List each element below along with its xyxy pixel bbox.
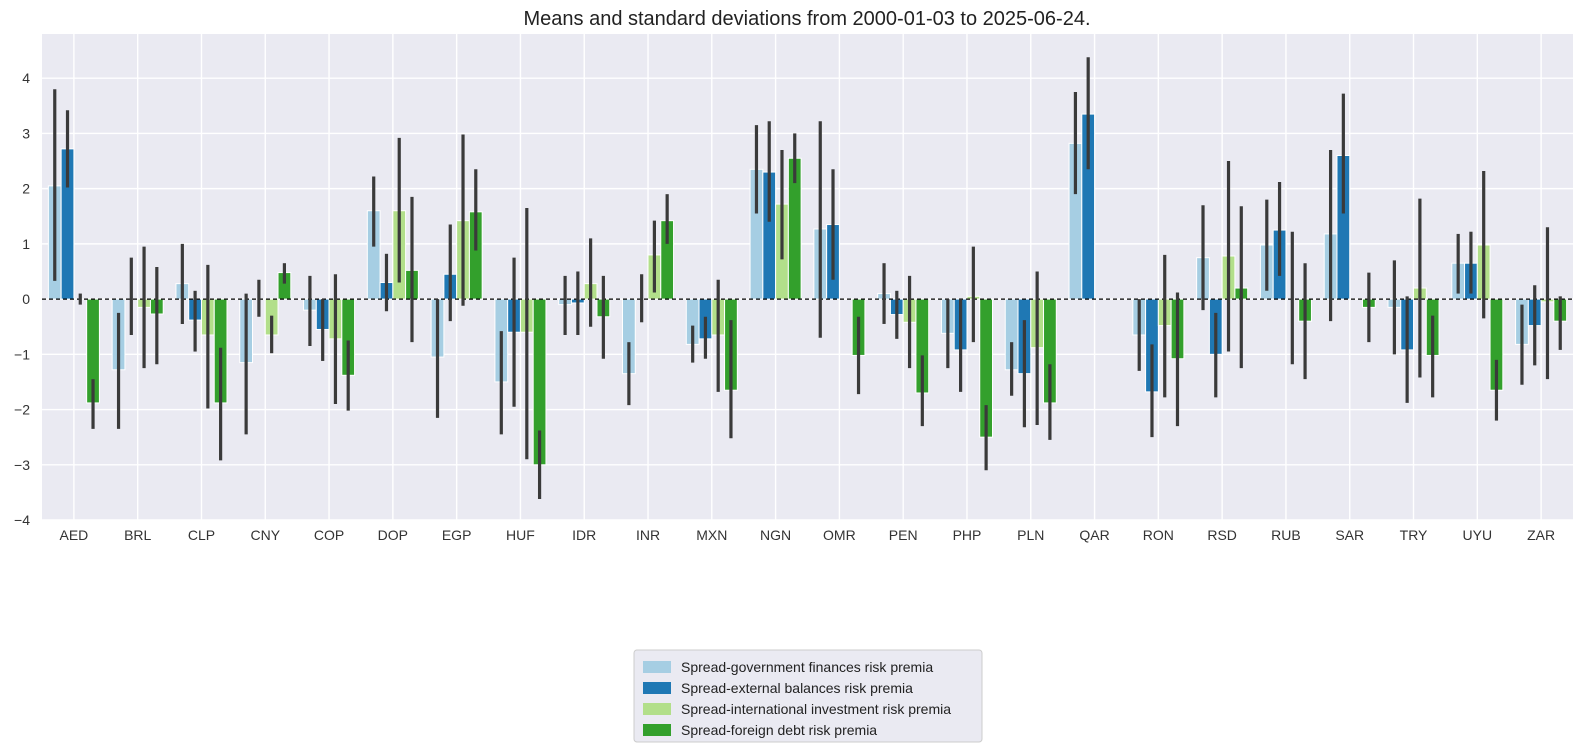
plot-background [42,34,1573,520]
y-tick-label: −1 [14,346,30,362]
y-tick-label: 1 [22,236,30,252]
tick-labels: −4 −3 −2 −1 0 1 2 3 4 AED BRL CLP CNY COP DOP EGP HUF IDR… [14,70,1555,543]
error-bars-layer [53,57,1562,500]
x-tick-label: UYU [1463,527,1493,543]
x-tick-label: SAR [1335,527,1364,543]
x-tick-label: RON [1143,527,1174,543]
legend: Spread-government finances risk premia Sp… [633,649,983,743]
x-tick-label: AED [59,527,88,543]
x-tick-label: PEN [889,527,918,543]
x-tick-label: PLN [1017,527,1044,543]
x-tick-label: MXN [696,527,727,543]
y-tick-label: −4 [14,512,30,528]
legend-label: Spread-international investment risk pre… [681,701,951,717]
legend-label: Spread-foreign debt risk premia [681,722,877,738]
x-tick-label: DOP [378,527,408,543]
y-tick-label: −2 [14,402,30,418]
x-tick-label: OMR [823,527,856,543]
chart-title: Means and standard deviations from 2000-… [523,8,1090,30]
y-tick-label: 2 [22,181,30,197]
x-tick-label: CNY [250,527,280,543]
y-tick-label: 4 [22,70,30,86]
x-tick-label: INR [636,527,660,543]
legend-label: Spread-external balances risk premia [681,680,913,696]
x-tick-label: IDR [572,527,596,543]
x-tick-label: RUB [1271,527,1301,543]
legend-label: Spread-government finances risk premia [681,659,933,675]
x-tick-label: CLP [188,527,215,543]
legend-swatch [643,661,671,673]
x-tick-label: NGN [760,527,791,543]
x-tick-label: EGP [442,527,472,543]
legend-swatch [643,724,671,736]
legend-swatch [643,682,671,694]
legend-swatch [643,703,671,715]
x-tick-label: PHP [953,527,982,543]
x-tick-label: RSD [1207,527,1237,543]
y-tick-label: 0 [22,291,30,307]
y-tick-label: 3 [22,125,30,141]
x-tick-label: BRL [124,527,151,543]
x-tick-label: QAR [1079,527,1109,543]
x-tick-label: ZAR [1527,527,1555,543]
x-tick-label: HUF [506,527,535,543]
y-tick-label: −3 [14,457,30,473]
x-tick-label: COP [314,527,344,543]
x-tick-label: TRY [1400,527,1428,543]
legend-frame [633,649,983,743]
